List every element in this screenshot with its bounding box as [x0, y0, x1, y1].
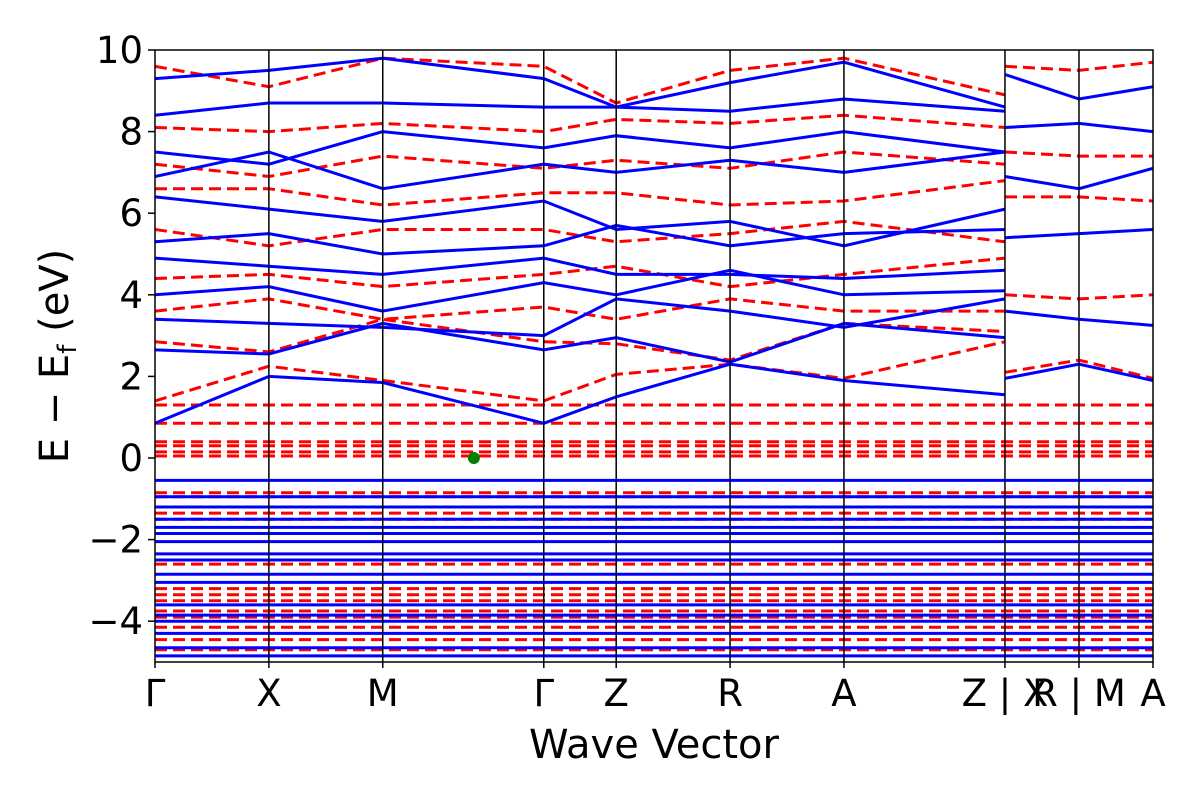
x-tick-label: Γ	[145, 672, 166, 715]
dashed-band-line	[155, 219, 1006, 248]
y-tick-label: 0	[119, 437, 143, 480]
y-tick-label: 4	[119, 274, 143, 317]
svg-text:E − Ef (eV): E − Ef (eV)	[32, 249, 83, 464]
y-axis-label-main: E − E	[32, 354, 78, 464]
y-tick-label: 6	[119, 192, 143, 235]
plot-frame	[154, 49, 1154, 663]
x-tick-label: R	[717, 672, 743, 715]
y-axis-label-subscript: f	[53, 344, 83, 354]
dashed-band-line	[155, 56, 1006, 105]
dashed-band-line	[155, 150, 1006, 179]
dashed-band-line	[155, 317, 1006, 362]
solid-band-line	[155, 97, 1006, 117]
solid-band-line	[155, 223, 1006, 256]
y-tick-label: 10	[96, 29, 143, 72]
dashed-band-line	[155, 297, 1005, 321]
solid-band-line	[155, 195, 1006, 248]
dashed-band-line	[155, 113, 1006, 134]
dashed-band-line	[155, 179, 1006, 207]
y-axis-ticks: 10 8 6 4 2 0 −2 −4	[88, 29, 155, 643]
y-tick-label: 2	[119, 355, 143, 398]
solid-band-line	[155, 362, 1006, 425]
x-tick-label: Z	[604, 672, 629, 715]
fermi-marker	[467, 452, 480, 464]
band-lines	[155, 56, 1153, 658]
solid-band-line	[155, 130, 1006, 166]
high-symmetry-lines	[268, 50, 1080, 662]
x-tick-label: R | M	[1032, 672, 1126, 715]
x-tick-label: A	[831, 672, 856, 715]
solid-band-line	[155, 268, 1006, 313]
x-axis-ticks: Γ X M Γ Z R A Z | XR | M A	[145, 662, 1166, 715]
x-tick-label: M	[367, 672, 399, 715]
y-tick-label: 8	[119, 111, 143, 154]
x-tick-label: A	[1140, 672, 1165, 715]
dashed-band-line	[155, 340, 1006, 403]
solid-band-line	[155, 256, 1006, 281]
y-tick-label: −2	[88, 519, 143, 562]
plot-background	[155, 50, 1153, 662]
solid-band-line	[155, 321, 1006, 364]
x-tick-label: Z | X	[962, 672, 1049, 715]
x-tick-label: X	[256, 672, 281, 715]
y-tick-label: −4	[88, 600, 143, 643]
x-axis-label: Wave Vector	[529, 722, 780, 768]
y-axis-label: E − Ef (eV)	[32, 249, 83, 464]
solid-band-line	[155, 56, 1006, 109]
solid-band-line	[155, 297, 1006, 338]
y-axis-label-unit: (eV)	[32, 249, 78, 345]
x-tick-label: Γ	[533, 672, 554, 715]
